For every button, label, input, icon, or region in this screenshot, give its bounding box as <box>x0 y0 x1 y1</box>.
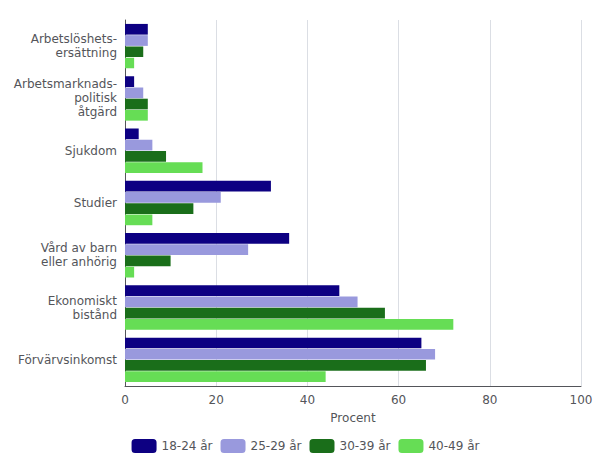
svg-text:Procent: Procent <box>330 411 376 425</box>
svg-text:bistånd: bistånd <box>73 308 117 322</box>
svg-text:20: 20 <box>209 393 224 407</box>
svg-text:Ekonomiskt: Ekonomiskt <box>48 294 118 308</box>
svg-text:ersättning: ersättning <box>56 46 118 60</box>
svg-text:40: 40 <box>300 393 315 407</box>
svg-text:Vård av barn: Vård av barn <box>41 241 117 255</box>
svg-text:Arbetslöshets-: Arbetslöshets- <box>31 32 117 46</box>
svg-text:åtgärd: åtgärd <box>78 105 117 119</box>
svg-text:Arbetsmarknads-: Arbetsmarknads- <box>14 77 117 91</box>
svg-text:politisk: politisk <box>74 91 117 105</box>
svg-text:100: 100 <box>570 393 593 407</box>
svg-text:40-49 år: 40-49 år <box>428 439 479 453</box>
svg-text:80: 80 <box>482 393 497 407</box>
svg-text:eller anhörig: eller anhörig <box>41 255 117 269</box>
svg-text:0: 0 <box>121 393 129 407</box>
svg-text:18-24 år: 18-24 år <box>162 439 213 453</box>
svg-text:60: 60 <box>391 393 406 407</box>
svg-text:25-29 år: 25-29 år <box>251 439 302 453</box>
svg-text:Förvärvsinkomst: Förvärvsinkomst <box>18 353 117 367</box>
svg-text:Sjukdom: Sjukdom <box>65 144 117 158</box>
svg-text:Studier: Studier <box>74 196 117 210</box>
svg-text:30-39 år: 30-39 år <box>340 439 391 453</box>
